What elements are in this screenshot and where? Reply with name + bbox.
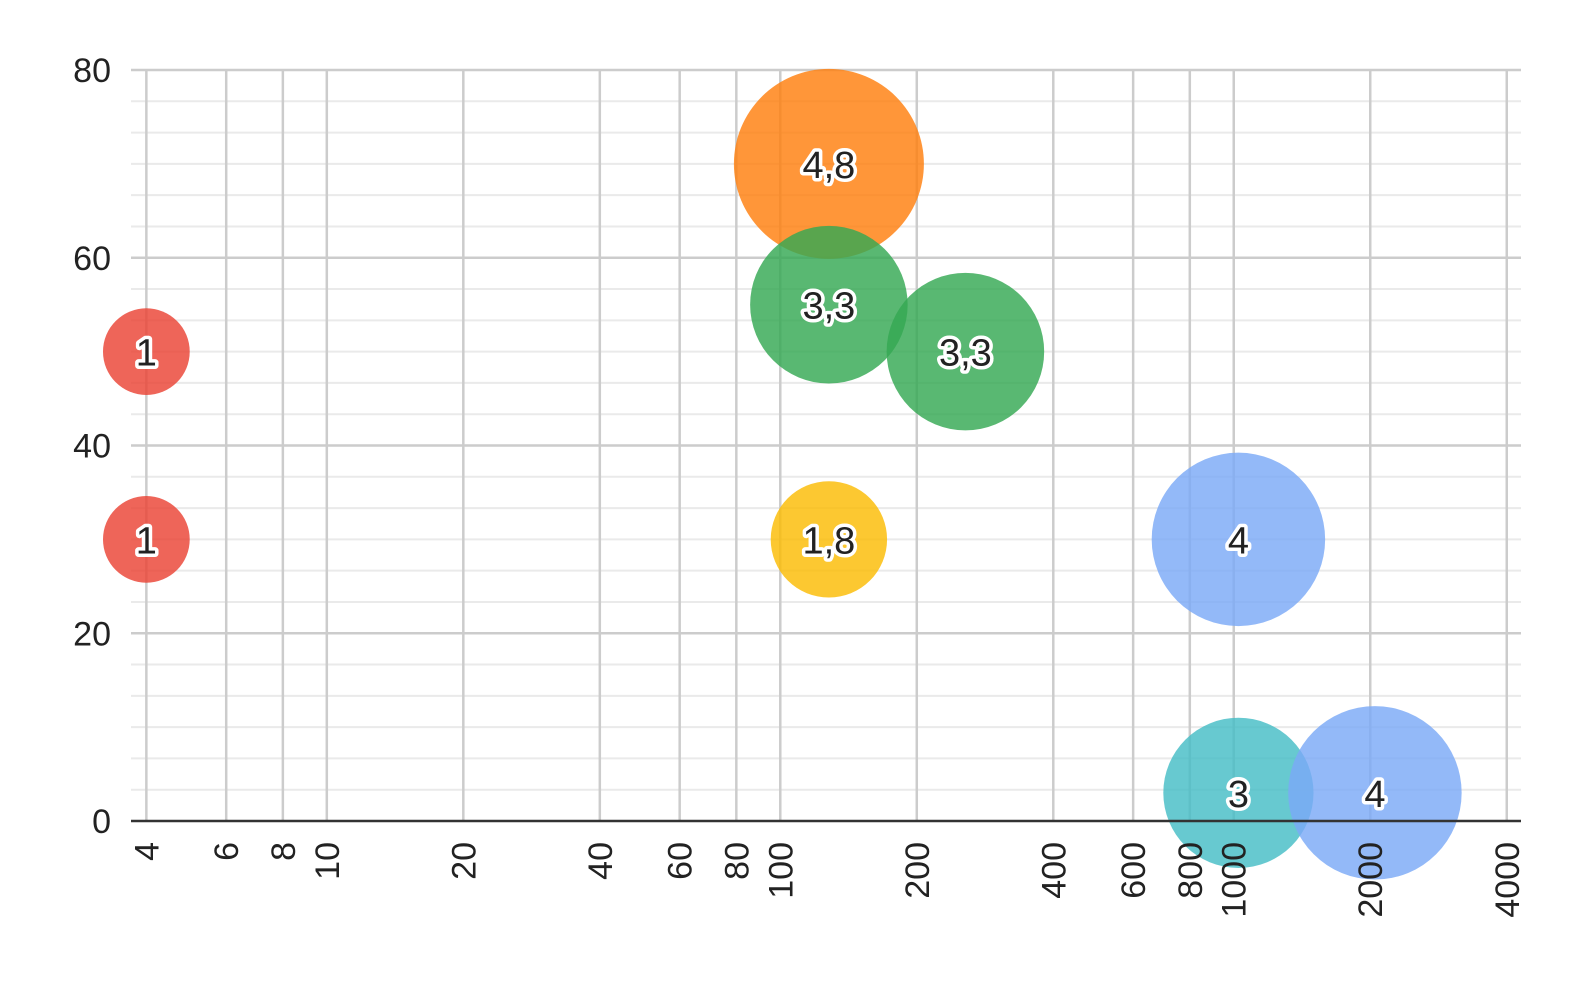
bubble bbox=[102, 496, 190, 583]
bubble-label: 3 bbox=[1228, 774, 1249, 816]
x-tick-label: 4 bbox=[128, 842, 166, 861]
x-tick-label: 80 bbox=[718, 842, 756, 880]
y-tick-label: 60 bbox=[73, 240, 111, 278]
y-tick-label: 40 bbox=[73, 428, 111, 466]
x-tick-label: 1000 bbox=[1216, 842, 1254, 918]
x-tick-label: 4000 bbox=[1489, 842, 1527, 918]
x-tick-label: 400 bbox=[1035, 842, 1073, 899]
bubble-label: 4,8 bbox=[802, 145, 855, 187]
x-tick-label: 600 bbox=[1115, 842, 1153, 899]
bubble-label: 1 bbox=[136, 333, 157, 375]
x-tick-label: 8 bbox=[265, 842, 303, 861]
bubble bbox=[750, 225, 908, 384]
bubble bbox=[770, 481, 888, 598]
bubble-label: 3,3 bbox=[802, 286, 855, 328]
bubble-label: 4 bbox=[1364, 774, 1385, 816]
bubble bbox=[733, 68, 924, 259]
x-tick-label: 200 bbox=[899, 842, 937, 899]
bubble-label: 1 bbox=[136, 520, 157, 562]
bubble bbox=[102, 308, 190, 395]
x-tick-label: 40 bbox=[582, 842, 620, 880]
x-tick-label: 100 bbox=[762, 842, 800, 899]
bubble bbox=[1163, 717, 1314, 868]
bubble-label: 3,3 bbox=[939, 333, 992, 375]
y-tick-label: 80 bbox=[73, 52, 111, 90]
x-tick-label: 6 bbox=[208, 842, 246, 861]
bubbles bbox=[102, 68, 1462, 880]
bubble bbox=[886, 272, 1045, 431]
x-tick-label: 60 bbox=[662, 842, 700, 880]
bubble bbox=[1288, 706, 1462, 880]
bubble-label: 4 bbox=[1228, 520, 1249, 562]
bubble-label: 1,8 bbox=[802, 520, 855, 562]
y-tick-label: 20 bbox=[73, 615, 111, 653]
x-tick-label: 800 bbox=[1172, 842, 1210, 899]
bubble-labels: 1 1 4,8 3,3 3,3 1,8 4 3 4 bbox=[132, 141, 1389, 819]
x-tick-label: 20 bbox=[445, 842, 483, 880]
bubble bbox=[1151, 452, 1326, 627]
x-tick-label: 2000 bbox=[1352, 842, 1390, 918]
x-tick-label: 10 bbox=[309, 842, 347, 880]
y-tick-label: 0 bbox=[92, 803, 111, 841]
